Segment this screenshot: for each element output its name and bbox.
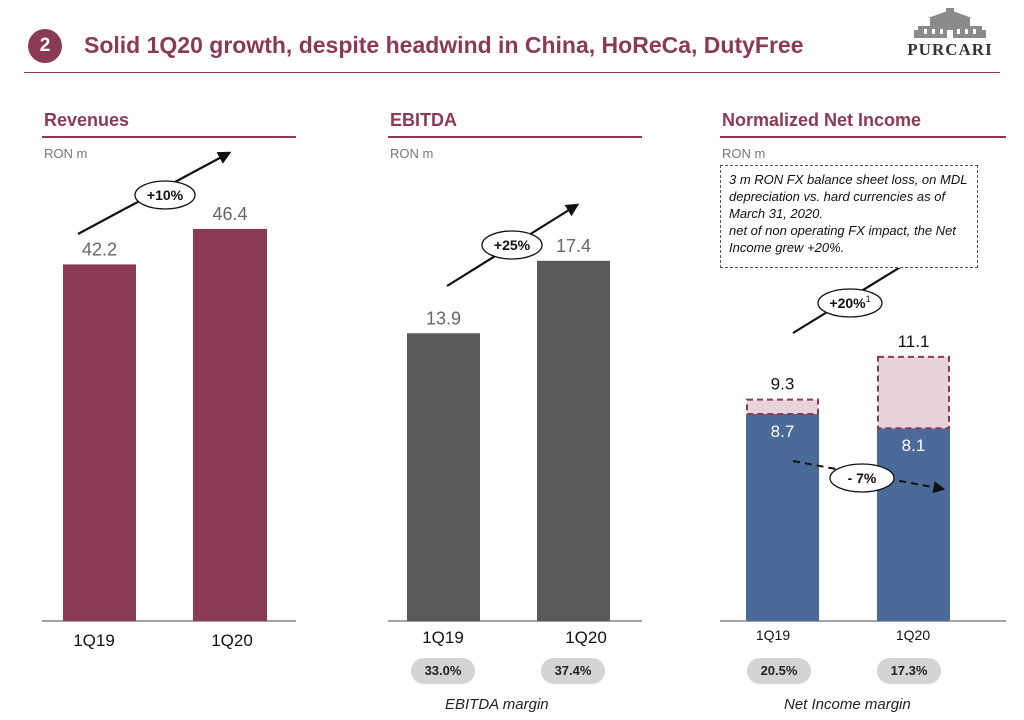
panel-title-net-income: Normalized Net Income [722,110,922,130]
net-income-growth-label: +20%1 [829,294,870,311]
net-income-base-label: 8.7 [771,422,795,441]
net-income-category-label: 1Q19 [756,627,790,643]
ebitda-margin-1q20: 37.4% [541,658,605,684]
net-income-fx-bar-1q20 [877,355,950,430]
net-income-margin-1q20: 17.3% [877,658,941,684]
unit-label-net-income: RON m [722,146,766,161]
panel-title-revenues: Revenues [44,110,130,130]
net-income-margin-1q19: 20.5% [747,658,811,684]
revenues-value-label: 46.4 [212,204,247,224]
title-divider [24,72,1000,73]
unit-label-ebitda: RON m [390,146,434,161]
chateau-icon [914,8,986,38]
revenues-bar-1q20 [193,228,267,622]
purcari-logo: PURCARI [900,8,1000,66]
fx-note-line-1: 3 m RON FX balance sheet loss, on MDL de… [729,172,968,221]
net-income-decline-label: - 7% [848,470,877,486]
net-income-fx-bar-1q19 [746,398,819,415]
ebitda-margin-1q19: 33.0% [411,658,475,684]
net-income-category-label: 1Q20 [896,627,930,643]
fx-note-line-2: net of non operating FX impact, the Net … [729,223,956,255]
ebitda-category-label: 1Q19 [422,628,464,647]
slide-title: Solid 1Q20 growth, despite headwind in C… [84,32,804,58]
net-income-growth-oval [817,288,883,318]
ebitda-growth-oval [481,230,543,260]
revenues-growth-label: +10% [147,187,184,203]
ebitda-bar-1q20 [537,260,610,621]
net-income-margin-label: Net Income margin [784,696,911,713]
ebitda-growth-label: +25% [494,237,531,253]
net-income-base-label: 8.1 [902,436,926,455]
net-income-total-label: 11.1 [898,332,930,351]
net-income-base-bar-1q19 [746,413,819,621]
panel-divider-net-income [720,136,1006,138]
net-income-total-label: 9.3 [771,375,795,394]
ebitda-bar-1q19 [407,333,480,621]
revenues-growth-oval [134,180,196,210]
panel-divider-ebitda [388,136,642,138]
ebitda-margin-label: EBITDA margin [445,696,549,713]
ebitda-value-label: 17.4 [556,236,591,256]
panel-divider-revenues [42,136,296,138]
fx-note-box: 3 m RON FX balance sheet loss, on MDL de… [720,165,978,268]
ebitda-value-label: 13.9 [426,308,461,328]
revenues-category-label: 1Q20 [211,631,253,650]
revenues-category-label: 1Q19 [73,631,115,650]
net-income-base-bar-1q20 [877,428,950,621]
revenues-value-label: 42.2 [82,239,117,259]
panel-title-ebitda: EBITDA [390,110,457,130]
unit-label-revenues: RON m [44,146,88,161]
net-income-growth-superscript: 1 [866,294,871,304]
revenues-bar-1q19 [63,264,136,621]
ebitda-category-label: 1Q20 [565,628,607,647]
slide-number-badge: 2 [28,29,62,63]
logo-text: PURCARI [907,40,993,59]
net-income-decline-oval [829,463,895,493]
